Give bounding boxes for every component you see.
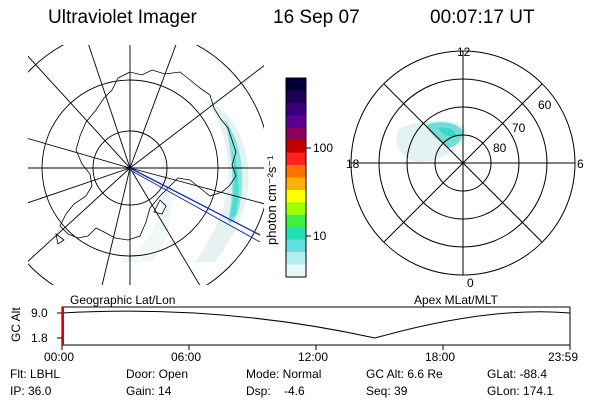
mlat-label-80: 80: [493, 141, 507, 155]
colorbar-tick-100: 100: [313, 141, 334, 155]
altitude-ytick-9: 9.0: [31, 306, 48, 320]
colorbar-cell: [286, 78, 306, 92]
coast-island: [153, 199, 167, 215]
altitude-curve: [61, 310, 571, 339]
mlat-label-70: 70: [512, 121, 526, 135]
mlt-label-18: 18: [346, 157, 360, 171]
geographic-map: [28, 45, 264, 285]
glat-info: GLat: -88.4: [487, 367, 548, 381]
dsp-info: Dsp: -4.6: [246, 384, 305, 398]
coast-island: [55, 233, 65, 245]
glon-info: GLon: 174.1: [487, 384, 554, 398]
ip-info: IP: 36.0: [10, 384, 52, 398]
colorbar-unit-label: photon cm⁻²s⁻¹: [264, 155, 279, 245]
orbit-track: [129, 167, 261, 236]
gc-alt-info: GC Alt: 6.6 Re: [366, 367, 443, 381]
mode-info: Mode: Normal: [246, 367, 322, 381]
colorbar-cell: [286, 177, 306, 191]
colorbar-cell: [286, 239, 306, 253]
geo-meridians: [28, 45, 264, 285]
altitude-xtick: 23:59: [548, 350, 579, 364]
altitude-ylabel: GC Alt: [9, 307, 23, 342]
gain-info: Gain: 14: [126, 384, 172, 398]
colorbar-cell: [286, 140, 306, 154]
antarctica-coastline: [59, 69, 237, 241]
colorbar-cell: [286, 227, 306, 241]
colorbar-cell: [286, 165, 306, 179]
mlat-label-60: 60: [538, 98, 552, 112]
instrument-title: Ultraviolet Imager: [48, 7, 197, 28]
colorbar-cell: [286, 152, 306, 166]
seq-info: Seq: 39: [366, 384, 408, 398]
mlt-label-0: 0: [467, 276, 474, 290]
altitude-xtick: 18:00: [425, 350, 456, 364]
colorbar-cell: [286, 264, 306, 278]
colorbar-cell: [286, 189, 306, 203]
colorbar-cell: [286, 214, 306, 228]
colorbar-tick-10: 10: [313, 229, 327, 243]
altitude-xtick: 06:00: [171, 350, 202, 364]
apex-panel-label: Apex MLat/MLT: [414, 293, 498, 307]
time-label: 00:07:17 UT: [430, 7, 535, 28]
geo-panel-label: Geographic Lat/Lon: [70, 293, 176, 307]
filter-info: Flt: LBHL: [10, 367, 61, 381]
colorbar-cell: [286, 252, 306, 266]
altitude-plot: [57, 306, 571, 350]
colorbar-cell: [286, 127, 306, 141]
apex-polar-plot: [350, 50, 576, 276]
colorbar-cell: [286, 102, 306, 116]
mlt-label-12: 12: [457, 45, 471, 59]
mlt-label-6: 6: [577, 157, 584, 171]
colorbar: [285, 77, 311, 278]
altitude-xtick: 12:00: [298, 350, 329, 364]
colorbar-cell: [286, 90, 306, 104]
door-info: Door: Open: [126, 367, 189, 381]
altitude-ytick-1-8: 1.8: [31, 331, 48, 345]
altitude-xtick: 00:00: [44, 350, 75, 364]
colorbar-cell: [286, 202, 306, 216]
colorbar-cell: [286, 115, 306, 129]
date-label: 16 Sep 07: [273, 7, 360, 28]
apex-aurora: [396, 120, 467, 162]
orbit-track: [129, 169, 261, 243]
